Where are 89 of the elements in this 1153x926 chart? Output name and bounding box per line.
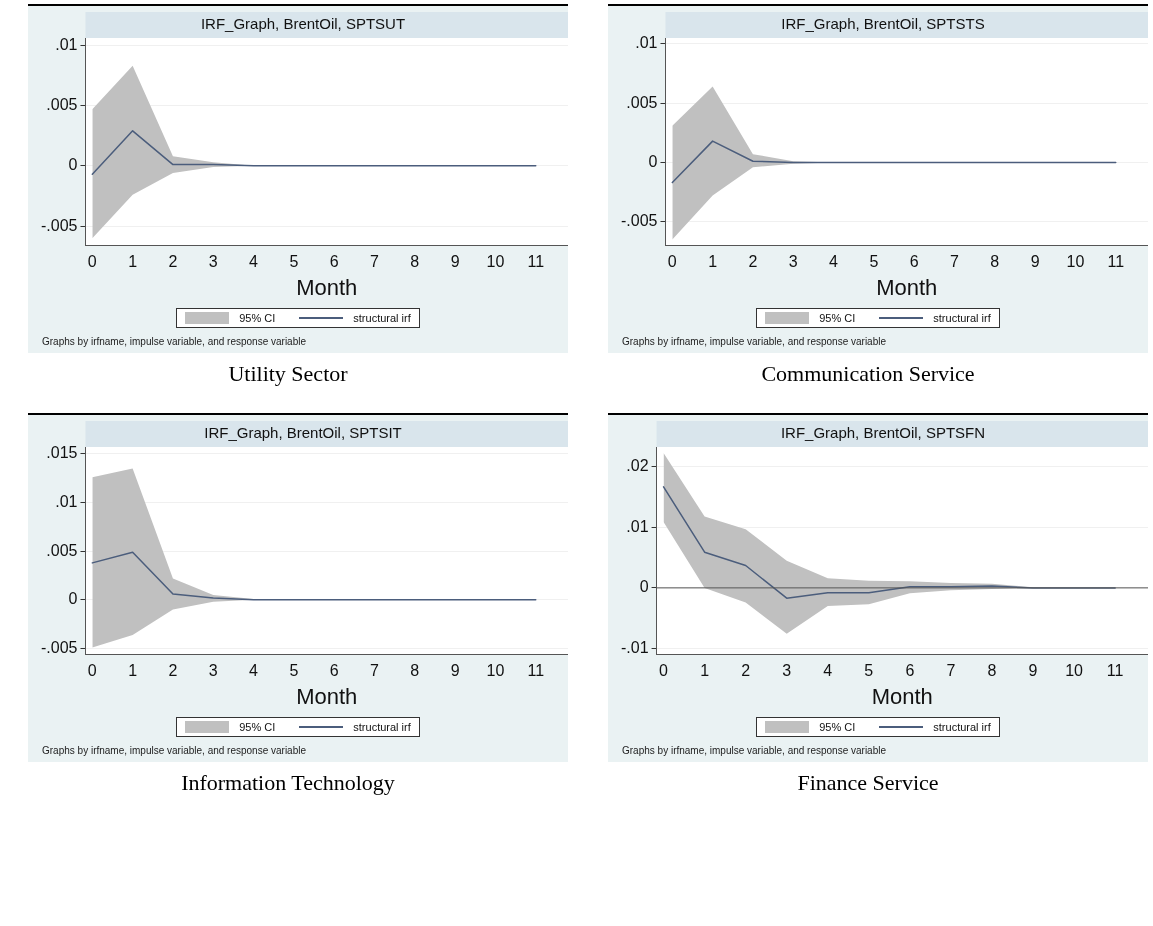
- x-tick-label: 3: [788, 253, 798, 271]
- text: 95% CI: [239, 312, 276, 324]
- chart-title: IRF_Graph, BrentOil, SPTSTS: [781, 15, 985, 33]
- text: Graphs by irfname, impulse variable, and response variable: [621, 335, 888, 349]
- text: Information Technology: [180, 769, 396, 797]
- legend-label: structural irf: [353, 721, 411, 733]
- chart-title: IRF_Graph, BrentOil, SPTSIT: [204, 424, 402, 442]
- y-tick-label: .015: [46, 444, 78, 462]
- x-tick-label: 7: [370, 662, 380, 680]
- x-tick-label: 3: [782, 662, 792, 680]
- x-tick-label: 3: [208, 662, 218, 680]
- x-axis-title: Month: [876, 274, 938, 300]
- y-tick-label: 0: [639, 578, 649, 596]
- text: Finance Service: [796, 769, 940, 797]
- y-tick-label: .005: [46, 95, 78, 113]
- y-tick-label: .01: [626, 517, 649, 535]
- legend-label: structural irf: [933, 721, 991, 733]
- x-tick-label: 4: [829, 253, 839, 271]
- y-tick-label: 0: [648, 152, 658, 170]
- x-tick-label: 8: [410, 253, 420, 271]
- text: Communication Service: [760, 360, 976, 388]
- x-tick-label: 8: [990, 253, 1000, 271]
- x-tick-label: 9: [1030, 253, 1040, 271]
- x-tick-label: 9: [1028, 662, 1038, 680]
- text: Graphs by irfname, impulse variable, and response variable: [41, 335, 308, 349]
- x-tick-label: 5: [864, 662, 874, 680]
- y-tick-label: .005: [626, 93, 658, 111]
- x-tick-label: 0: [87, 253, 97, 271]
- x-tick-label: 11: [527, 662, 545, 680]
- x-tick-label: 10: [1066, 253, 1085, 271]
- x-tick-label: 0: [87, 662, 97, 680]
- x-axis-title: Month: [296, 274, 358, 300]
- y-tick-label: 0: [68, 590, 78, 608]
- y-tick-label: -.005: [621, 212, 658, 230]
- x-tick-label: 4: [249, 662, 259, 680]
- x-tick-label: 6: [329, 253, 339, 271]
- x-tick-label: 10: [1065, 662, 1084, 680]
- y-tick-label: -.005: [41, 638, 78, 656]
- text: 95% CI: [239, 721, 276, 733]
- chart-title: IRF_Graph, BrentOil, SPTSFN: [780, 424, 986, 442]
- x-tick-label: 1: [708, 253, 718, 271]
- x-tick-label: 10: [486, 662, 505, 680]
- text: 95% CI: [819, 312, 856, 324]
- x-tick-label: 0: [659, 662, 669, 680]
- x-tick-label: 1: [700, 662, 710, 680]
- x-tick-label: 2: [741, 662, 751, 680]
- x-tick-label: 4: [823, 662, 833, 680]
- text: Graphs by irfname, impulse variable, and response variable: [621, 744, 888, 758]
- x-tick-label: 5: [289, 662, 299, 680]
- x-tick-label: 7: [946, 662, 956, 680]
- x-tick-label: 9: [450, 253, 460, 271]
- text: Graphs by irfname, impulse variable, and response variable: [41, 744, 308, 758]
- x-tick-label: 0: [667, 253, 677, 271]
- x-tick-label: 3: [208, 253, 218, 271]
- y-tick-label: .01: [55, 35, 78, 53]
- x-tick-label: 7: [950, 253, 960, 271]
- x-tick-label: 9: [450, 662, 460, 680]
- x-tick-label: 6: [905, 662, 915, 680]
- y-tick-label: 0: [68, 156, 78, 174]
- x-tick-label: 8: [410, 662, 420, 680]
- text: 95% CI: [819, 721, 856, 733]
- x-tick-label: 6: [329, 662, 339, 680]
- legend-label: structural irf: [933, 312, 991, 324]
- y-tick-label: .005: [46, 541, 78, 559]
- y-tick-label: .02: [626, 457, 649, 475]
- x-tick-label: 4: [249, 253, 259, 271]
- x-tick-label: 5: [869, 253, 879, 271]
- x-tick-label: 2: [168, 662, 178, 680]
- x-tick-label: 5: [289, 253, 299, 271]
- legend-label: structural irf: [353, 312, 411, 324]
- x-tick-label: 1: [128, 253, 138, 271]
- chart-title: IRF_Graph, BrentOil, SPTSUT: [200, 15, 406, 33]
- x-tick-label: 11: [527, 253, 545, 271]
- x-tick-label: 10: [486, 253, 505, 271]
- x-axis-title: Month: [871, 683, 933, 709]
- x-tick-label: 7: [370, 253, 380, 271]
- x-tick-label: 11: [1106, 662, 1124, 680]
- x-tick-label: 8: [987, 662, 997, 680]
- y-tick-label: -.005: [41, 216, 78, 234]
- y-tick-label: .01: [635, 34, 658, 52]
- x-tick-label: 2: [168, 253, 178, 271]
- x-tick-label: 2: [748, 253, 758, 271]
- x-tick-label: 1: [128, 662, 138, 680]
- y-tick-label: -.01: [620, 638, 649, 656]
- y-tick-label: .01: [55, 492, 78, 510]
- text: Utility Sector: [227, 360, 349, 388]
- x-axis-title: Month: [296, 683, 358, 709]
- x-tick-label: 11: [1107, 253, 1125, 271]
- x-tick-label: 6: [909, 253, 919, 271]
